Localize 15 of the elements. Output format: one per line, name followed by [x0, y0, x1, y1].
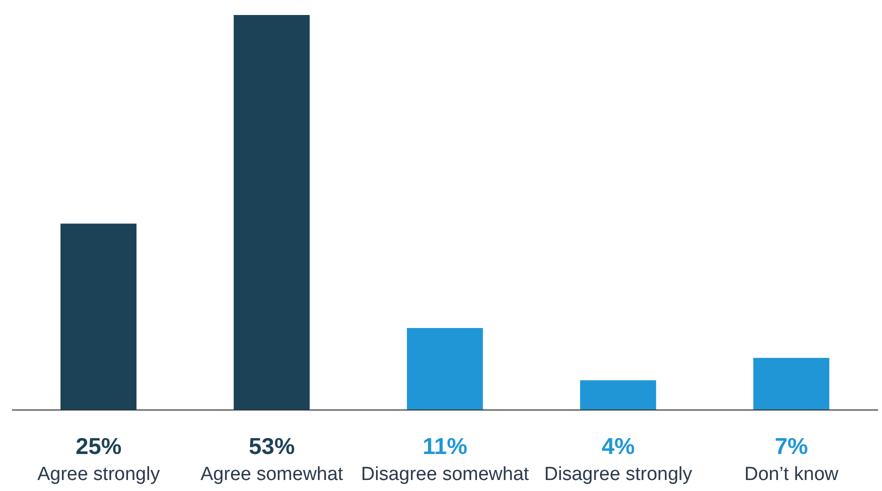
bar	[753, 358, 830, 410]
x-tick-label: Agree strongly	[37, 464, 160, 485]
bar	[234, 15, 310, 410]
data-label: 53%	[248, 433, 295, 459]
data-label: 4%	[602, 433, 635, 459]
data-label: 11%	[422, 433, 468, 459]
x-tick-label: Agree somewhat	[200, 464, 344, 485]
x-tick-label: Disagree somewhat	[361, 464, 530, 485]
x-tick-label: Don’t know	[744, 464, 839, 485]
bar	[406, 328, 483, 410]
data-label: 25%	[76, 433, 122, 459]
data-label: 7%	[774, 433, 808, 459]
bar	[580, 380, 656, 410]
bar	[60, 224, 136, 410]
x-tick-label: Disagree strongly	[544, 464, 693, 485]
